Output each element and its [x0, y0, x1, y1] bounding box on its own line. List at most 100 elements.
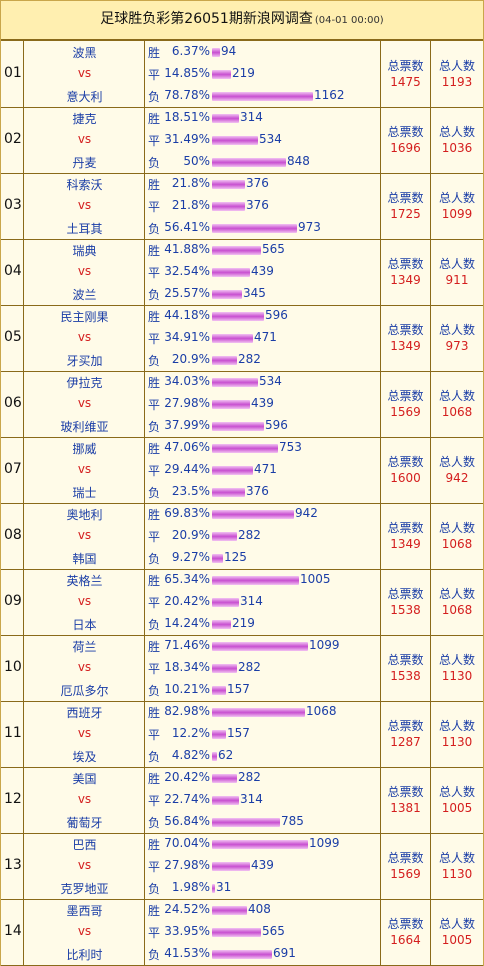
- vote-bar: [212, 664, 237, 673]
- match-number-cell: 12: [1, 767, 24, 833]
- teams-cell: 奥地利 vs 韩国: [24, 503, 145, 569]
- stat-percent: 29.44%: [164, 462, 210, 476]
- vote-bar: [212, 224, 297, 233]
- stat-count: 314: [240, 792, 263, 806]
- stats-cell: 胜 34.03% 534 平 27.98% 439 负 37.99% 596: [145, 371, 381, 437]
- vote-bar: [212, 796, 239, 805]
- total-votes-label: 总票数: [387, 851, 424, 865]
- vs-label: vs: [77, 726, 92, 740]
- stat-label: 胜: [148, 376, 161, 390]
- total-people-value: 942: [445, 471, 469, 485]
- vote-bar: [212, 422, 264, 431]
- stats-cell: 胜 69.83% 942 平 20.9% 282 负 9.27% 125: [145, 503, 381, 569]
- total-votes-cell: 总票数 1538: [381, 635, 431, 701]
- stat-label: 平: [148, 794, 161, 808]
- vote-bar: [212, 312, 264, 321]
- match-row: 06 伊拉克 vs 玻利维亚 胜 34.03% 534 平 27.98% 439: [1, 371, 483, 438]
- match-number: 07: [4, 461, 22, 477]
- vote-bar: [212, 752, 217, 761]
- stat-draw: 平 34.91% 471: [148, 330, 380, 346]
- vote-bar: [212, 444, 278, 453]
- total-votes-cell: 总票数 1696: [381, 107, 431, 173]
- match-number-cell: 01: [1, 41, 24, 107]
- stat-win: 胜 69.83% 942: [148, 506, 380, 522]
- vs-label: vs: [77, 528, 92, 542]
- stat-draw: 平 12.2% 157: [148, 726, 380, 742]
- stat-label: 胜: [148, 310, 161, 324]
- away-team: 土耳其: [66, 222, 103, 236]
- vs-label: vs: [77, 924, 92, 938]
- match-row: 11 西班牙 vs 埃及 胜 82.98% 1068 平 12.2% 157: [1, 701, 483, 768]
- stat-draw: 平 20.9% 282: [148, 528, 380, 544]
- stats-cell: 胜 82.98% 1068 平 12.2% 157 负 4.82% 62: [145, 701, 381, 767]
- stat-label: 负: [148, 222, 161, 236]
- stat-count: 691: [273, 946, 296, 960]
- stat-count: 471: [254, 462, 277, 476]
- total-people-value: 1005: [441, 801, 473, 815]
- stat-count: 219: [232, 616, 255, 630]
- vote-bar: [212, 598, 239, 607]
- total-people-label: 总人数: [438, 323, 475, 337]
- total-votes-value: 1381: [390, 801, 421, 815]
- away-team: 牙买加: [66, 354, 103, 368]
- stat-percent: 33.95%: [164, 924, 210, 938]
- stat-count: 439: [251, 396, 274, 410]
- total-votes-value: 1349: [390, 273, 421, 287]
- stat-draw: 平 22.74% 314: [148, 792, 380, 808]
- stat-label: 平: [148, 464, 161, 478]
- stat-loss: 负 9.27% 125: [148, 550, 380, 566]
- stat-loss: 负 37.99% 596: [148, 418, 380, 434]
- away-team: 瑞士: [72, 486, 97, 500]
- stat-percent: 20.42%: [164, 770, 210, 784]
- stat-label: 平: [148, 926, 161, 940]
- total-people-label: 总人数: [438, 389, 475, 403]
- total-votes-value: 1696: [390, 141, 421, 155]
- match-number: 09: [4, 593, 22, 609]
- stat-count: 282: [238, 660, 261, 674]
- stat-label: 负: [148, 948, 161, 962]
- stats-cell: 胜 44.18% 596 平 34.91% 471 负 20.9% 282: [145, 305, 381, 371]
- stat-count: 157: [227, 726, 250, 740]
- stat-percent: 9.27%: [171, 550, 210, 564]
- stat-count: 282: [238, 528, 261, 542]
- vote-bar: [212, 884, 215, 893]
- stat-count: 534: [259, 374, 282, 388]
- total-votes-label: 总票数: [387, 191, 424, 205]
- home-team: 科索沃: [66, 178, 103, 192]
- match-number-cell: 06: [1, 371, 24, 437]
- match-number: 05: [4, 329, 22, 345]
- stat-draw: 平 27.98% 439: [148, 858, 380, 874]
- total-people-cell: 总人数 1005: [431, 767, 483, 833]
- teams-cell: 挪威 vs 瑞士: [24, 437, 145, 503]
- match-number: 03: [4, 197, 22, 213]
- total-votes-label: 总票数: [387, 653, 424, 667]
- stat-label: 平: [148, 530, 161, 544]
- vote-bar: [212, 928, 261, 937]
- stat-loss: 负 20.9% 282: [148, 352, 380, 368]
- total-votes-cell: 总票数 1475: [381, 41, 431, 107]
- teams-cell: 民主刚果 vs 牙买加: [24, 305, 145, 371]
- stat-win: 胜 71.46% 1099: [148, 638, 380, 654]
- home-team: 西班牙: [66, 706, 103, 720]
- total-votes-value: 1569: [390, 867, 421, 881]
- stat-percent: 41.53%: [164, 946, 210, 960]
- stat-percent: 56.41%: [164, 220, 210, 234]
- stat-label: 平: [148, 68, 161, 82]
- teams-cell: 西班牙 vs 埃及: [24, 701, 145, 767]
- stat-draw: 平 33.95% 565: [148, 924, 380, 940]
- vote-bar: [212, 708, 305, 717]
- total-votes-cell: 总票数 1569: [381, 833, 431, 899]
- stat-win: 胜 44.18% 596: [148, 308, 380, 324]
- stat-loss: 负 56.84% 785: [148, 814, 380, 830]
- stat-label: 负: [148, 90, 161, 104]
- stat-label: 负: [148, 288, 161, 302]
- vs-label: vs: [77, 66, 92, 80]
- total-votes-value: 1725: [390, 207, 421, 221]
- stat-label: 负: [148, 552, 161, 566]
- vote-bar: [212, 356, 237, 365]
- match-row: 04 瑞典 vs 波兰 胜 41.88% 565 平 32.54% 439: [1, 239, 483, 306]
- total-people-label: 总人数: [438, 455, 475, 469]
- home-team: 挪威: [72, 442, 97, 456]
- match-row: 09 英格兰 vs 日本 胜 65.34% 1005 平 20.42% 314: [1, 569, 483, 636]
